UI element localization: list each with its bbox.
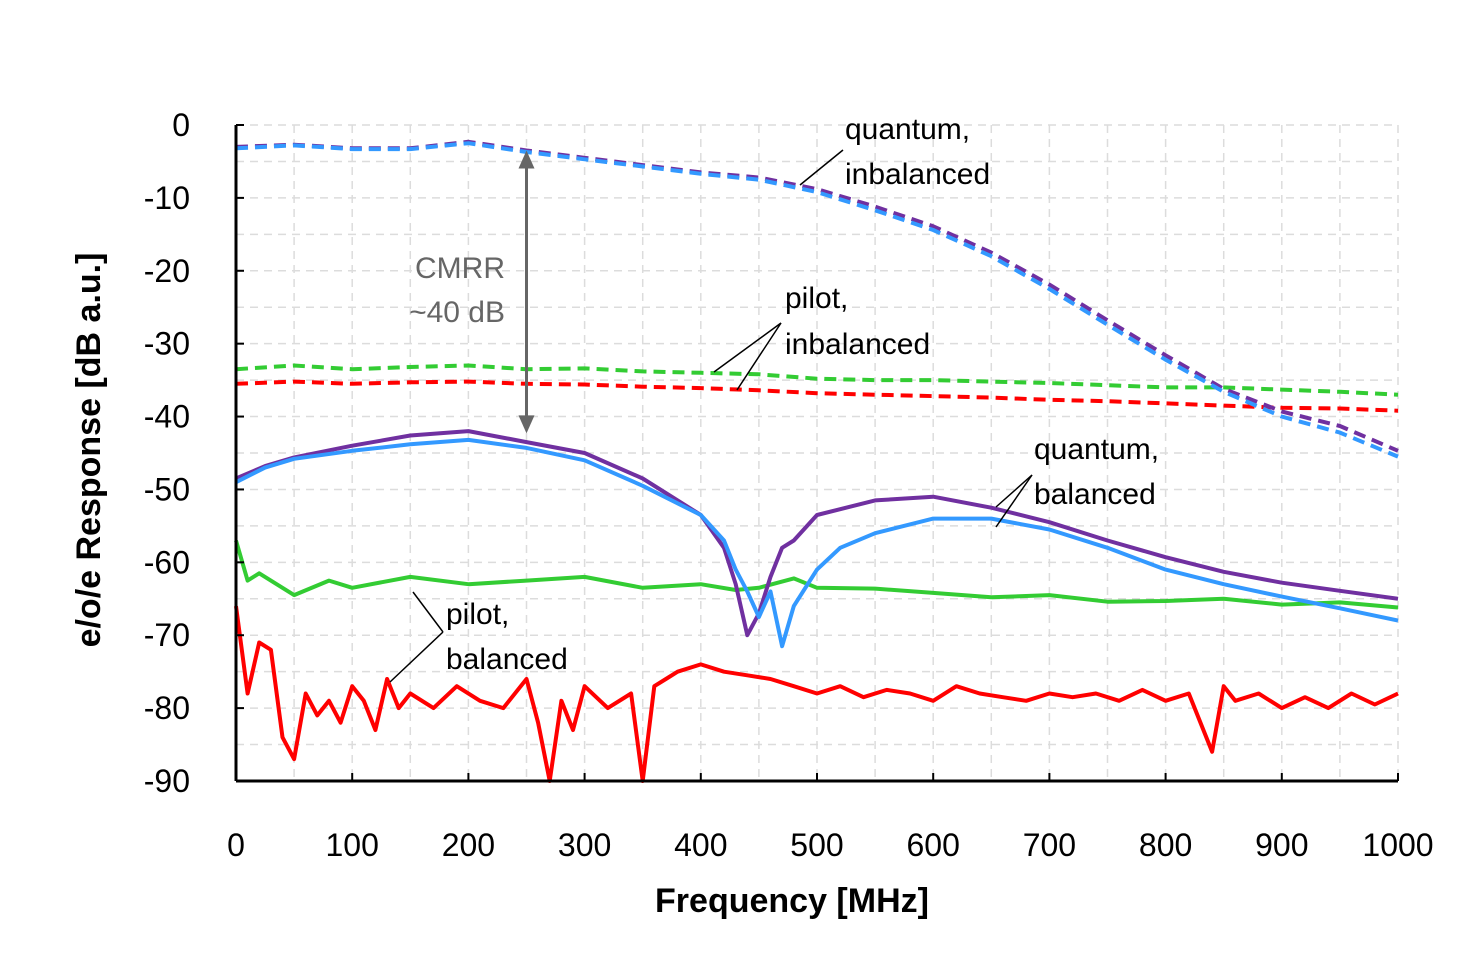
y-tick-label: -20: [144, 253, 190, 289]
x-tick-label: 700: [1023, 827, 1076, 863]
series-line-5: [235, 437, 1399, 649]
grid: [236, 124, 1399, 781]
anno-quantum-balanced-line1: quantum,: [1034, 433, 1159, 466]
y-tick-label: -10: [144, 180, 190, 216]
anno-quantum-inbalanced-line2: inbalanced: [845, 158, 990, 191]
y-tick-label: -40: [144, 399, 190, 435]
leader-pilot-balanced-2: [389, 631, 444, 683]
leader-pilot-balanced-1: [412, 591, 444, 633]
leader-pilot-inbalanced-1: [713, 322, 782, 373]
series-line-3: [235, 379, 1399, 413]
x-tick-label: 100: [326, 827, 379, 863]
anno-quantum-inbalanced-line1: quantum,: [845, 113, 970, 146]
y-tick-label: -50: [144, 471, 190, 507]
cmrr-arrow: [518, 150, 535, 434]
y-tick-label: -90: [144, 763, 190, 799]
anno-pilot-balanced-line2: balanced: [446, 643, 568, 676]
y-tick-label: -30: [144, 326, 190, 362]
x-axis-title: Frequency [MHz]: [655, 882, 929, 920]
anno-pilot-inbalanced-line2: inbalanced: [785, 328, 930, 361]
anno-quantum-balanced-line2: balanced: [1034, 478, 1156, 511]
y-axis-title: e/o/e Response [dB a.u.]: [70, 253, 108, 648]
series-line-4: [235, 429, 1399, 638]
anno-pilot-balanced-line1: pilot,: [446, 598, 509, 631]
x-tick-label: 0: [227, 827, 245, 863]
x-tick-label: 1000: [1362, 827, 1433, 863]
cmrr-label-line1: CMRR: [415, 252, 505, 285]
x-tick-label: 400: [674, 827, 727, 863]
anno-pilot-inbalanced-line1: pilot,: [785, 282, 848, 315]
tick-marks: [235, 124, 1399, 782]
leader-quantum-balanced-1: [995, 474, 1033, 508]
series-line-7: [234, 605, 1399, 783]
cmrr-label-line2: ~40 dB: [409, 296, 505, 329]
x-tick-label: 500: [790, 827, 843, 863]
y-tick-label: -70: [144, 617, 190, 653]
y-tick-label: -60: [144, 544, 190, 580]
series-line-2: [235, 363, 1399, 397]
x-tick-label: 800: [1139, 827, 1192, 863]
x-tick-label: 600: [907, 827, 960, 863]
tick-labels: 0 100 200 300 400 500 600 700 800 900 1000 0 -10 -20 -…: [144, 107, 1434, 863]
leader-quantum-balanced-2: [995, 474, 1033, 528]
series-line-1: [235, 141, 1399, 459]
series-group: [234, 139, 1399, 783]
y-tick-label: 0: [172, 107, 190, 143]
y-tick-label: -80: [144, 690, 190, 726]
x-tick-label: 300: [558, 827, 611, 863]
cmrr-arrow-head-bottom: [518, 415, 535, 434]
leader-pilot-inbalanced-2: [736, 322, 782, 391]
leader-quantum-inbalanced: [799, 149, 844, 186]
x-tick-label: 900: [1255, 827, 1308, 863]
x-tick-label: 200: [442, 827, 495, 863]
cmrr-arrow-head-top: [518, 150, 535, 169]
